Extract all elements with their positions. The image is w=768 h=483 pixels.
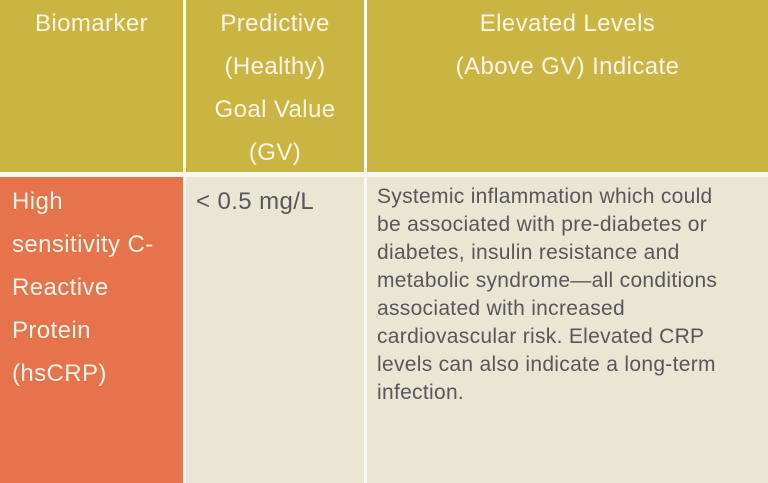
- header-cell-elevated-levels: Elevated Levels (Above GV) Indicate: [367, 0, 768, 172]
- goal-value-text: < 0.5 mg/L: [196, 188, 315, 215]
- header-cell-biomarker: Biomarker: [0, 0, 183, 172]
- header-label-line: Predictive: [220, 10, 330, 37]
- header-label: Biomarker: [35, 10, 148, 37]
- cell-goal-value: < 0.5 mg/L: [186, 177, 364, 483]
- header-label-line: Goal Value: [214, 96, 336, 123]
- header-cell-goal-value: Predictive (Healthy) Goal Value (GV): [186, 0, 364, 172]
- header-label-line: (Above GV) Indicate: [455, 53, 680, 80]
- header-label-line: (Healthy): [224, 53, 326, 80]
- cell-biomarker-name: High sensitivity C-Reactive Protein (hsC…: [0, 177, 183, 483]
- elevated-indicates-text: Systemic inflammation which could be ass…: [377, 185, 718, 404]
- header-label-line: Elevated Levels: [479, 10, 656, 37]
- header-label-line: (GV): [248, 139, 302, 166]
- cell-elevated-indicates: Systemic inflammation which could be ass…: [367, 177, 768, 483]
- biomarker-name-text: High sensitivity C-Reactive Protein (hsC…: [12, 188, 154, 387]
